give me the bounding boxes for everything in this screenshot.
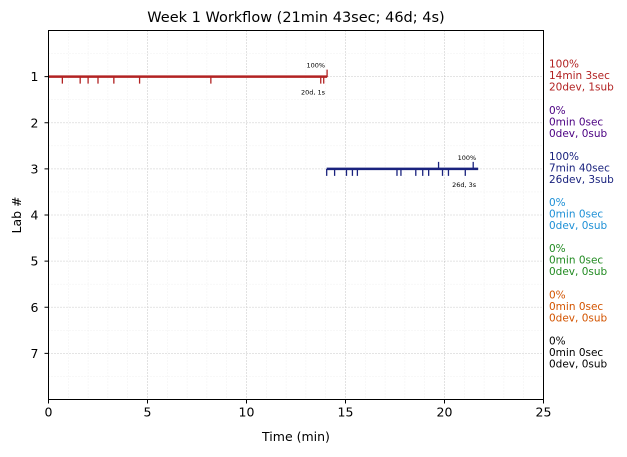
data-layer: 100% 20d, 1s 100% 26d, 3s	[48, 62, 479, 189]
lab-summary-line: 0min 0sec	[549, 209, 603, 221]
y-tick-label: 1	[31, 69, 39, 84]
x-tick-label: 0	[45, 405, 53, 420]
lab-summary-line: 0min 0sec	[549, 116, 603, 128]
bar-counts-label: 20d, 1s	[301, 89, 326, 97]
y-tick-label: 7	[31, 346, 39, 361]
bar-percent-label: 100%	[458, 154, 477, 162]
lab-summary-line: 14min 3sec	[549, 70, 610, 82]
lab-summary-line: 26dev, 3sub	[549, 174, 614, 186]
lab-summary-line: 0dev, 0sub	[549, 128, 608, 140]
axes: 0 5 10 15 20 25 1 2 3 4 5 6 7	[31, 69, 552, 419]
lab-summary-line: 0dev, 0sub	[549, 312, 608, 324]
lab-summary-line: 0dev, 0sub	[549, 220, 608, 232]
lab-summary-line: 0%	[549, 335, 566, 347]
lab-summary-line: 0min 0sec	[549, 347, 603, 359]
lab-summary-line: 100%	[549, 59, 579, 71]
x-tick-label: 20	[437, 405, 453, 420]
lab-summary-line: 0min 0sec	[549, 255, 603, 267]
y-tick-label: 5	[31, 254, 39, 269]
grid	[48, 30, 544, 400]
chart-title: Week 1 Workflow (21min 43sec; 46d; 4s)	[147, 10, 444, 26]
x-axis-label: Time (min)	[261, 429, 330, 444]
lab-summary-line: 0%	[549, 289, 566, 301]
lab-summary-line: 7min 40sec	[549, 162, 610, 174]
y-tick-label: 3	[31, 161, 39, 176]
y-tick-label: 2	[31, 115, 39, 130]
x-tick-label: 25	[536, 405, 552, 420]
y-tick-label: 4	[31, 208, 39, 223]
lab-summary-line: 0dev, 0sub	[549, 358, 608, 370]
bar-counts-label: 26d, 3s	[452, 181, 477, 189]
lab-summary-line: 0min 0sec	[549, 301, 603, 313]
x-tick-label: 5	[144, 405, 152, 420]
lab-summary-line: 0%	[549, 105, 566, 117]
lab-summary-line: 0%	[549, 243, 566, 255]
x-tick-label: 10	[239, 405, 255, 420]
y-tick-label: 6	[31, 300, 39, 315]
x-tick-label: 15	[338, 405, 354, 420]
lab-summary-line: 20dev, 1sub	[549, 82, 614, 94]
y-axis-label: Lab #	[9, 196, 24, 233]
lab-summary-line: 0%	[549, 197, 566, 209]
bar-percent-label: 100%	[306, 62, 325, 70]
lab-summary-line: 100%	[549, 151, 579, 163]
lab-summary-line: 0dev, 0sub	[549, 266, 608, 278]
